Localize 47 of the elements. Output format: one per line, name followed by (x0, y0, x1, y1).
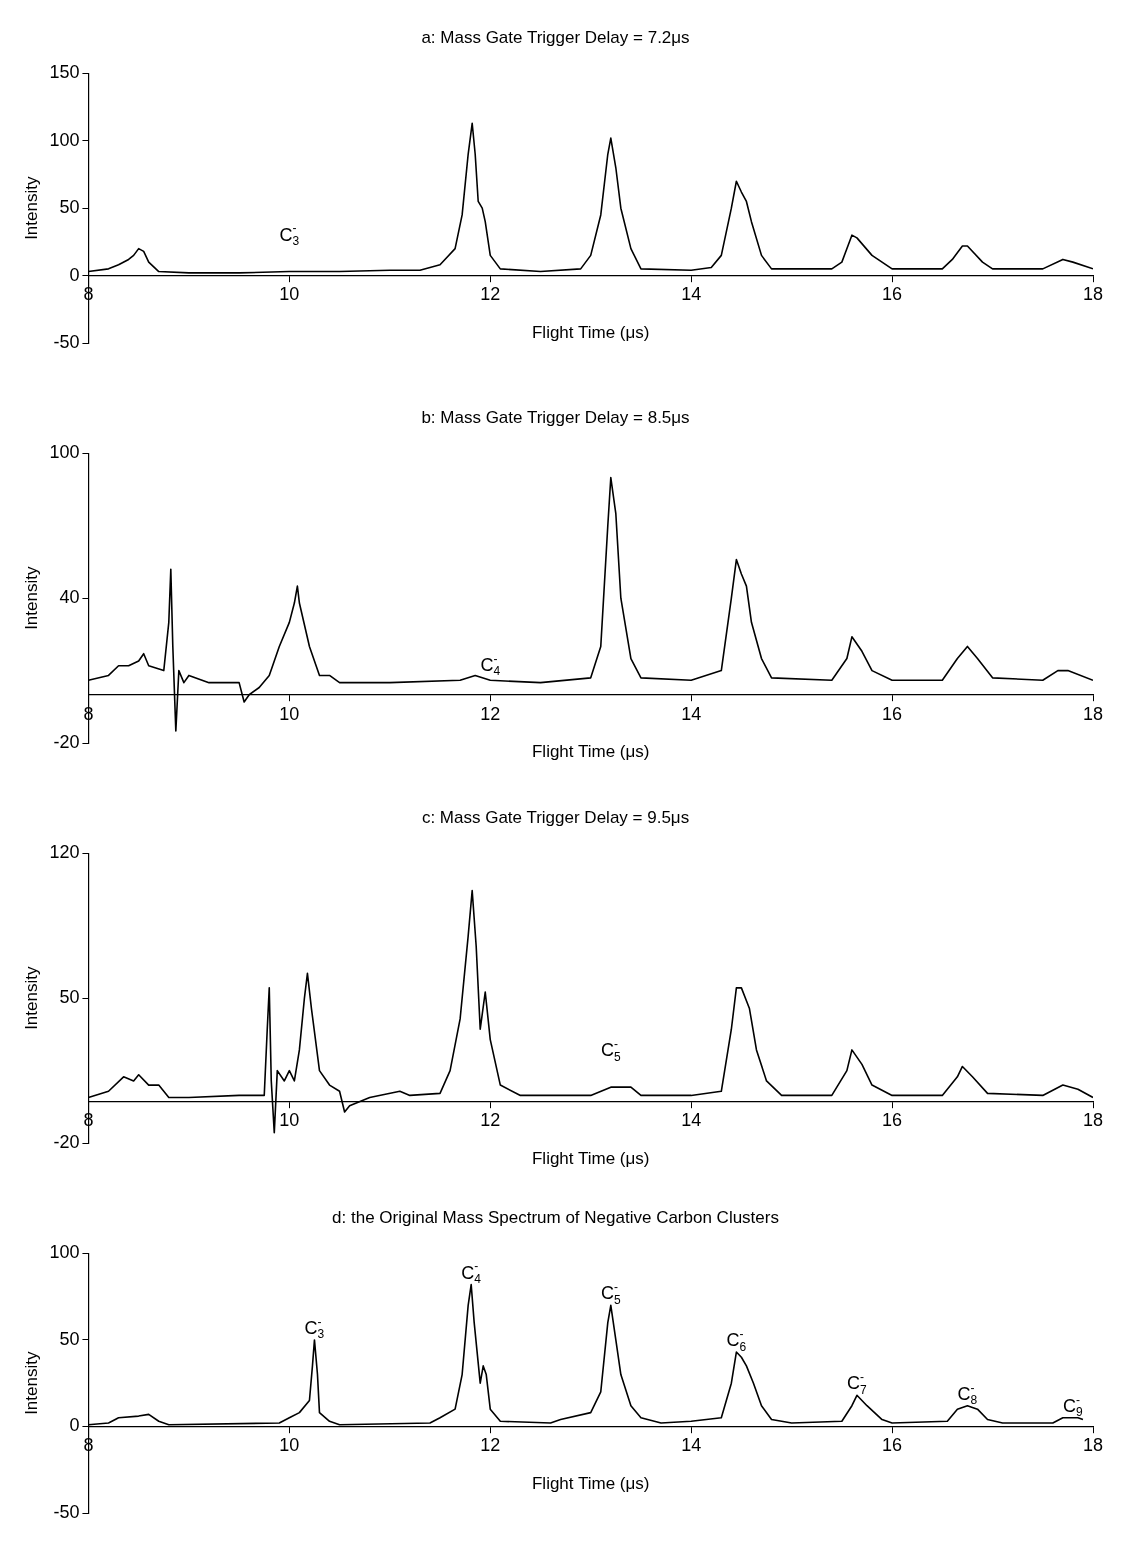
x-tick-label: 18 (1082, 1110, 1104, 1131)
x-tick-label: 10 (279, 1110, 300, 1131)
x-tick-label: 10 (279, 1435, 300, 1456)
x-tick-label: 10 (279, 703, 300, 724)
y-tick-label: 100 (49, 442, 80, 463)
y-tick-label: 50 (59, 197, 80, 218)
chart-title: d: the Original Mass Spectrum of Negative Carbon Clusters (332, 1207, 779, 1227)
x-tick-label: 18 (1082, 1435, 1104, 1456)
x-axis-title: Flight Time (μs) (531, 1149, 650, 1169)
y-tick-label: -50 (53, 1501, 80, 1522)
y-tick-label: 150 (49, 62, 80, 83)
x-axis-title: Flight Time (μs) (531, 1473, 650, 1493)
x-tick-label: 14 (681, 1435, 702, 1456)
x-axis-title: Flight Time (μs) (531, 742, 650, 762)
y-tick-label: 50 (59, 987, 80, 1008)
x-tick-label: 16 (882, 1435, 903, 1456)
y-tick-label: 100 (49, 1242, 80, 1263)
x-tick-label: 12 (480, 1435, 501, 1456)
y-axis-title: Intensity (21, 966, 41, 1030)
x-tick-label: 14 (681, 284, 702, 305)
chart-title: b: Mass Gate Trigger Delay = 8.5μs (421, 407, 690, 427)
x-tick-label: 16 (882, 703, 903, 724)
x-tick-label: 16 (882, 284, 903, 305)
x-tick-label: 16 (882, 1110, 903, 1131)
x-tick-label: 12 (480, 284, 501, 305)
x-tick-label: 12 (480, 1110, 501, 1131)
chart-title: a: Mass Gate Trigger Delay = 7.2μs (421, 27, 690, 47)
x-tick-label: 14 (681, 703, 702, 724)
y-tick-label: 40 (59, 587, 80, 608)
x-tick-label: 12 (480, 703, 501, 724)
x-tick-label: 14 (681, 1110, 702, 1131)
y-tick-label: 50 (59, 1328, 80, 1349)
y-axis-title: Intensity (21, 176, 41, 240)
y-tick-label: 100 (49, 129, 80, 150)
y-axis-title: Intensity (21, 1351, 41, 1415)
x-tick-label: 18 (1082, 284, 1104, 305)
y-axis-title: Intensity (21, 566, 41, 630)
chart-title: c: Mass Gate Trigger Delay = 9.5μs (421, 807, 690, 827)
x-axis-title: Flight Time (μs) (531, 323, 650, 343)
y-tick-label: -20 (53, 731, 80, 752)
y-tick-label: -50 (53, 331, 80, 352)
y-tick-label: 0 (69, 1415, 80, 1436)
y-tick-label: 0 (69, 264, 80, 285)
y-tick-label: 120 (49, 842, 80, 863)
x-tick-label: 18 (1082, 703, 1104, 724)
y-tick-label: -20 (53, 1131, 80, 1152)
x-tick-label: 10 (279, 284, 300, 305)
